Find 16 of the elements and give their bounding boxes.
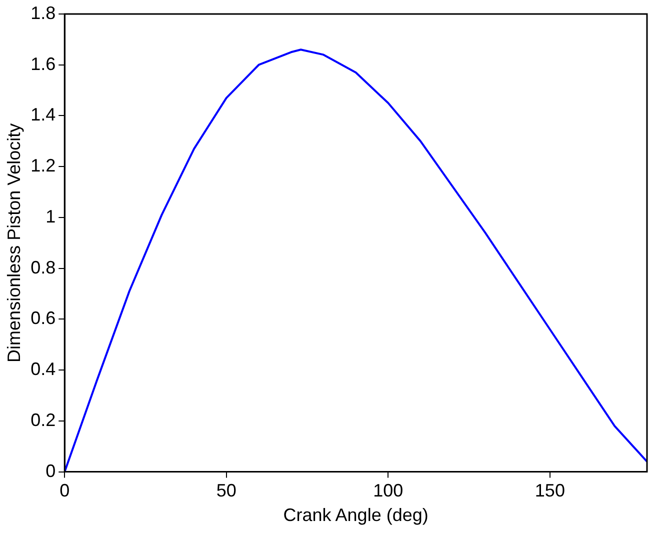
x-tick-label: 100 xyxy=(373,480,404,501)
y-tick-label: 0.4 xyxy=(30,359,56,380)
y-tick-label: 0.8 xyxy=(30,257,56,278)
y-tick-label: 0.2 xyxy=(30,410,56,430)
y-tick-label: 1.6 xyxy=(30,54,56,74)
x-tick-label: 150 xyxy=(534,480,565,501)
x-axis-title: Crank Angle (deg) xyxy=(283,505,428,526)
x-tick-label: 0 xyxy=(60,480,70,501)
y-tick-label: 1.2 xyxy=(30,156,56,176)
y-tick-label: 0.6 xyxy=(30,308,56,328)
y-tick-label: 1 xyxy=(46,206,56,226)
y-tick-label: 0 xyxy=(46,460,56,481)
y-tick-label: 1.8 xyxy=(30,2,56,23)
y-tick-label: 1.4 xyxy=(30,104,56,125)
x-tick-label: 50 xyxy=(216,480,236,501)
y-axis-title: Dimensionless Piston Velocity xyxy=(4,123,24,362)
